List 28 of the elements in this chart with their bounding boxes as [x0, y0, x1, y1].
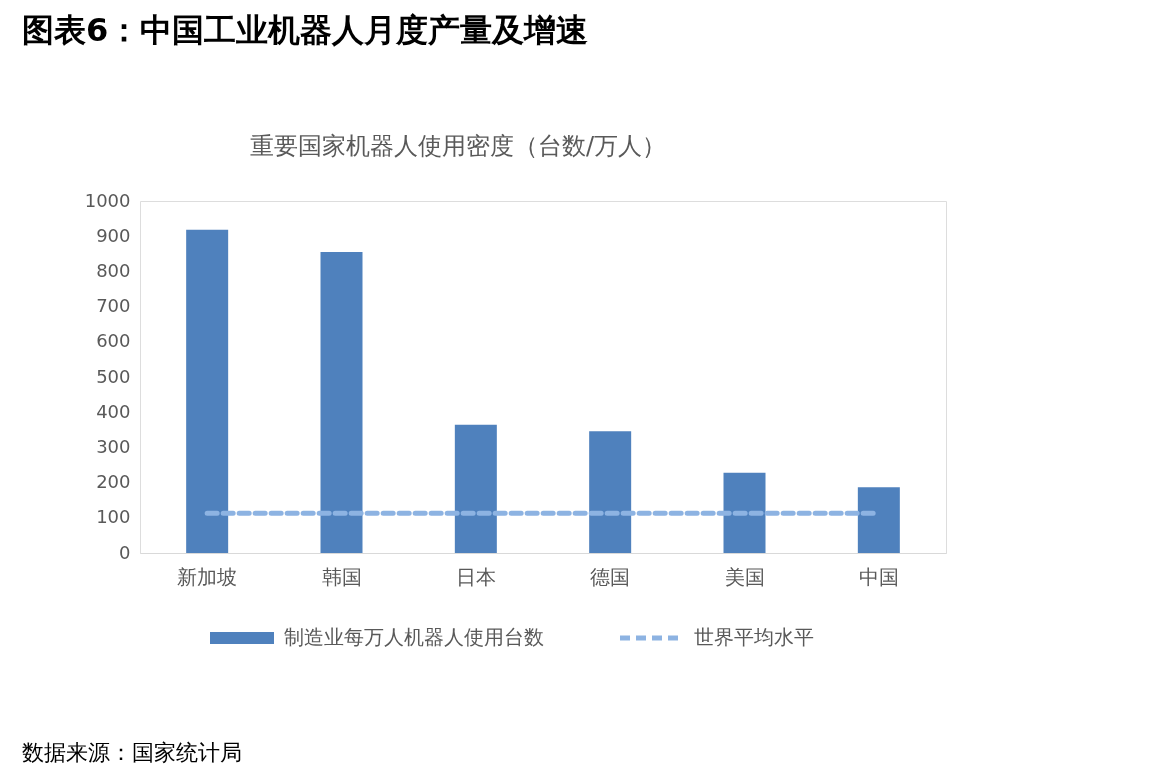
x-tick-label: 德国 [590, 564, 631, 589]
chart-title: 图表6：中国工业机器人月度产量及增速 [22, 11, 589, 49]
x-tick-label: 新加坡 [177, 564, 238, 589]
y-tick-label: 100 [96, 506, 131, 528]
source-note: 数据来源：国家统计局 [22, 740, 242, 765]
y-tick-label: 600 [96, 330, 131, 352]
bar [454, 424, 497, 553]
y-tick-label: 1000 [84, 189, 131, 211]
x-tick-label: 中国 [858, 564, 899, 589]
x-tick-label: 韩国 [321, 564, 362, 589]
y-tick-label: 800 [96, 259, 131, 281]
bar [320, 252, 363, 553]
bar [857, 487, 900, 553]
bar [186, 229, 229, 553]
y-tick-label: 500 [96, 365, 131, 387]
bar [589, 431, 632, 553]
y-tick-label: 300 [96, 435, 131, 457]
y-tick-label: 900 [96, 224, 131, 246]
y-tick-label: 200 [96, 471, 131, 493]
y-tick-label: 700 [96, 295, 131, 317]
x-tick-label: 美国 [724, 564, 765, 589]
bar [723, 472, 766, 553]
y-tick-label: 0 [119, 541, 131, 563]
legend-label: 制造业每万人机器人使用台数 [284, 625, 544, 649]
x-tick-label: 日本 [455, 564, 496, 589]
chart-subtitle: 重要国家机器人使用密度（台数/万人） [249, 132, 667, 160]
legend-label: 世界平均水平 [694, 625, 814, 649]
y-tick-label: 400 [96, 400, 131, 422]
